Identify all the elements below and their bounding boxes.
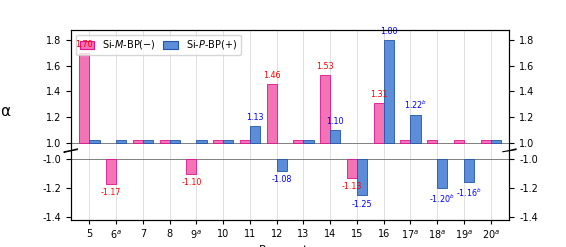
Bar [437,159,447,188]
Text: -1.10: -1.10 [181,178,201,187]
Bar [196,140,207,143]
Bar [410,115,421,143]
Text: -1.16$^b$: -1.16$^b$ [456,187,482,199]
Bar [303,140,314,143]
Legend: Si-$M$-BP(−), Si-$P$-BP(+): Si-$M$-BP(−), Si-$P$-BP(+) [76,35,241,55]
Bar [384,40,394,143]
Bar [79,53,89,143]
Bar [250,126,260,143]
Bar [213,140,223,143]
Bar [106,159,116,184]
Text: 1.46: 1.46 [263,71,280,80]
Bar [464,159,474,182]
Bar [277,159,287,171]
Text: 1.31: 1.31 [370,90,387,99]
Text: 1.70: 1.70 [76,40,93,49]
Text: 1.80: 1.80 [380,27,397,36]
Text: -1.17: -1.17 [101,188,121,197]
Bar [143,140,153,143]
Bar [186,159,196,174]
Text: -1.13: -1.13 [342,182,362,191]
Bar [481,140,491,143]
Bar [347,159,357,178]
Text: 1.22$^b$: 1.22$^b$ [404,98,427,111]
Bar [160,140,170,143]
Bar [89,140,100,143]
Text: -1.25: -1.25 [351,200,372,209]
Bar [357,159,367,195]
Text: 1.53: 1.53 [316,62,334,71]
Text: 1.10: 1.10 [327,117,344,126]
Bar [320,75,330,143]
Bar [267,84,277,143]
X-axis label: Racemates: Racemates [259,246,321,247]
Text: -1.08: -1.08 [272,175,292,184]
Bar [240,140,250,143]
Bar [374,103,384,143]
Bar [454,140,464,143]
Text: α: α [1,104,11,119]
Bar [400,140,410,143]
Text: 1.13: 1.13 [246,113,264,122]
Bar [223,140,233,143]
Bar [170,140,180,143]
Text: -1.20$^b$: -1.20$^b$ [430,192,455,205]
Bar [133,140,143,143]
Bar [491,140,501,143]
Bar [116,140,126,143]
Bar [427,140,437,143]
Bar [330,130,340,143]
Bar [293,140,303,143]
